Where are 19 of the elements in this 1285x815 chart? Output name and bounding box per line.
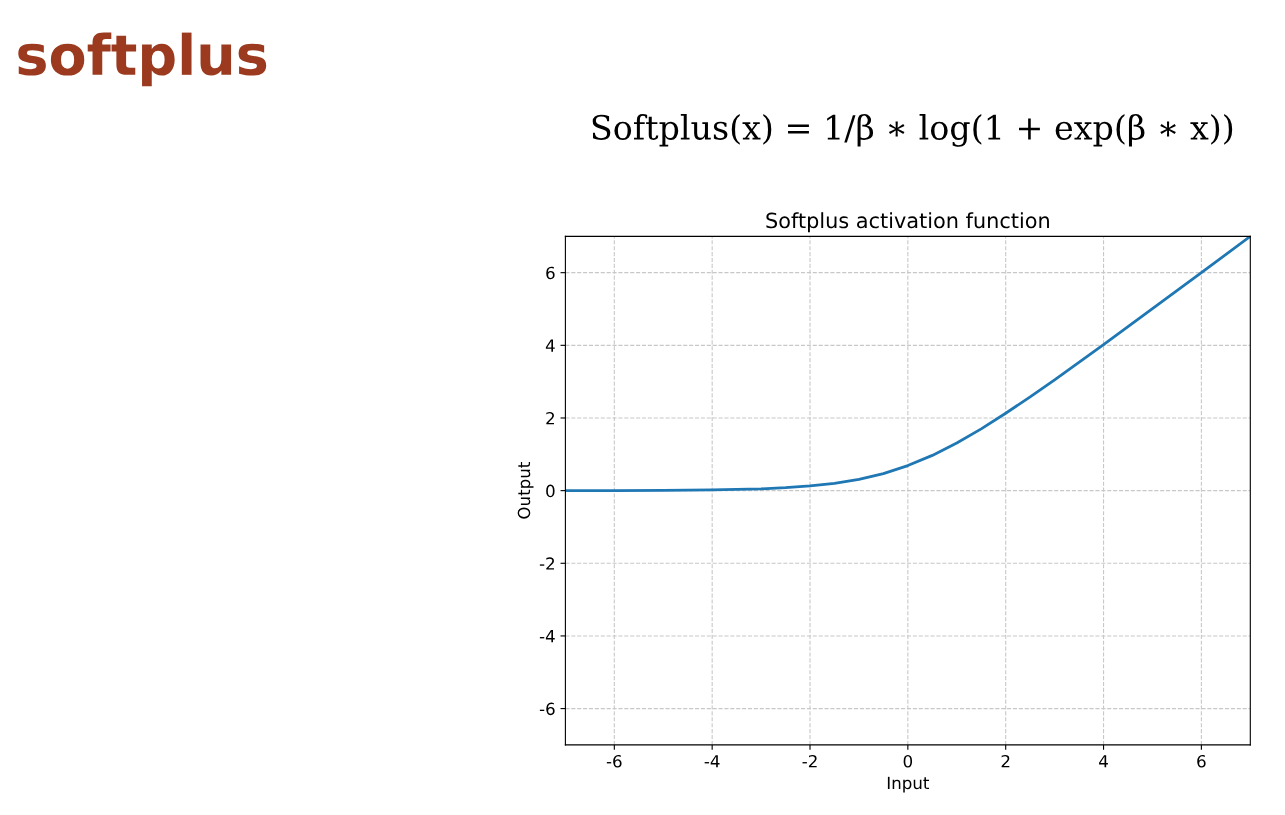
chart-title: Softplus activation function — [766, 212, 1049, 233]
x-tick-label: -2 — [802, 754, 817, 768]
x-tick-label: 0 — [903, 754, 913, 768]
x-axis-title: Input — [887, 776, 930, 793]
y-tick-label: 4 — [545, 339, 555, 352]
x-tick-label: 6 — [1197, 754, 1206, 768]
y-tick-label: -4 — [539, 630, 555, 643]
x-tick-label: -6 — [606, 754, 622, 768]
x-tick-label: 4 — [1099, 755, 1108, 768]
y-axis-title: Output — [517, 462, 534, 519]
text: softplus — [18, 32, 267, 87]
x-tick-label: -4 — [704, 755, 720, 768]
x-tick-label: 2 — [1001, 754, 1010, 768]
y-tick-label: -2 — [539, 557, 555, 570]
y-tick-label: 0 — [546, 484, 555, 498]
y-tick-label: -6 — [539, 702, 555, 716]
y-tick-label: 6 — [546, 266, 555, 280]
text: Softplus(x) = 1/β ∗ log(1 + exp(β ∗ x)) — [592, 113, 1233, 147]
y-tick-label: 2 — [546, 411, 555, 425]
